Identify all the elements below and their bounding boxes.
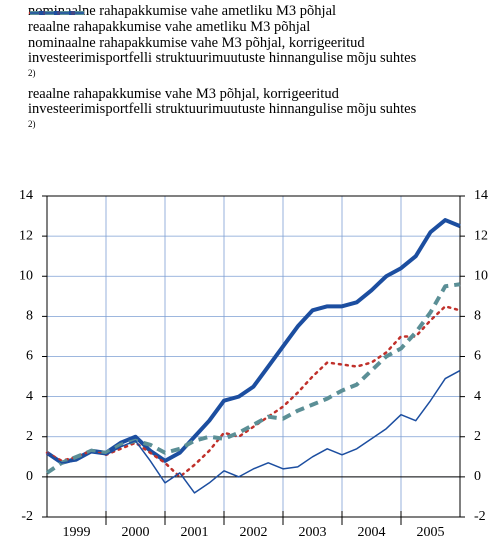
x-tick-label: 1999	[63, 525, 91, 540]
legend-text: reaalne rahapakkumise vahe M3 põhjal, ko…	[28, 85, 417, 117]
x-tick-label: 2002	[240, 525, 268, 540]
y2-tick-label: 8	[474, 309, 481, 324]
y2-tick-label: 0	[474, 469, 481, 484]
y2-tick-label: 14	[474, 188, 488, 203]
x-tick-label: 2001	[181, 525, 209, 540]
legend: nominaalne rahapakkumise vahe ametliku M…	[28, 4, 494, 138]
plot-frame	[46, 195, 461, 518]
legend-label: reaalne rahapakkumise vahe ametliku M3 p…	[28, 20, 420, 35]
y2-tick-label: 10	[474, 268, 488, 283]
legend-label: nominaalne rahapakkumise vahe ametliku M…	[28, 4, 420, 19]
footnote-mark: 2)	[28, 68, 36, 78]
y2-tick-label: -2	[474, 509, 486, 524]
y-tick-label: 6	[26, 349, 33, 364]
x-tick-label: 2005	[417, 525, 445, 540]
legend-label: reaalne rahapakkumise vahe M3 põhjal, ko…	[28, 85, 420, 137]
legend-item: reaalne rahapakkumise vahe M3 põhjal, ko…	[28, 12, 494, 137]
footnote-mark: 2)	[28, 118, 36, 129]
y-tick-label: 12	[19, 228, 33, 243]
y2-tick-label: 2	[474, 429, 481, 444]
legend-label: nominaalne rahapakkumise vahe M3 põhjal,…	[28, 36, 420, 86]
legend-text: nominaalne rahapakkumise vahe M3 põhjal,…	[28, 35, 417, 66]
y2-tick-label: 6	[474, 349, 481, 364]
series-line	[45, 282, 461, 475]
x-tick-label: 2003	[299, 525, 327, 540]
x-tick-label: 2004	[358, 525, 386, 540]
y-tick-label: 2	[26, 429, 33, 444]
y-tick-label: 14	[19, 188, 33, 203]
legend-swatch	[30, 12, 84, 14]
y-tick-label: 4	[26, 389, 33, 404]
y-tick-label: 0	[26, 469, 33, 484]
legend-text: nominaalne rahapakkumise vahe ametliku M…	[28, 3, 337, 19]
x-tick-label: 2000	[122, 525, 150, 540]
series-line	[46, 369, 461, 494]
legend-text: reaalne rahapakkumise vahe ametliku M3 p…	[28, 19, 311, 35]
y2-tick-label: 4	[474, 389, 481, 404]
y2-tick-label: 12	[474, 228, 488, 243]
y-tick-label: 8	[26, 309, 33, 324]
y-tick-label: 10	[19, 268, 33, 283]
y-tick-label: -2	[21, 509, 33, 524]
series-line	[45, 305, 462, 479]
